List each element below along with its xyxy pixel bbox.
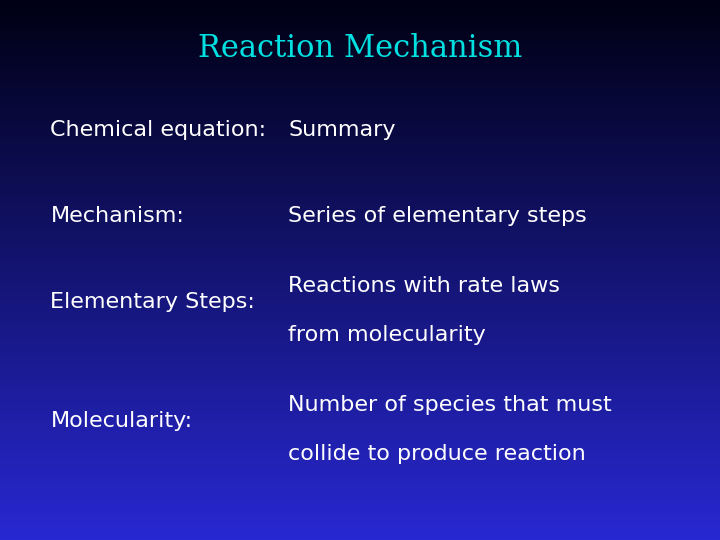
- Text: Number of species that must: Number of species that must: [288, 395, 612, 415]
- Text: Reactions with rate laws: Reactions with rate laws: [288, 276, 560, 296]
- Text: collide to produce reaction: collide to produce reaction: [288, 443, 586, 464]
- Text: Mechanism:: Mechanism:: [50, 206, 184, 226]
- Text: Series of elementary steps: Series of elementary steps: [288, 206, 587, 226]
- Text: Summary: Summary: [288, 119, 395, 140]
- Text: from molecularity: from molecularity: [288, 325, 486, 345]
- Text: Chemical equation:: Chemical equation:: [50, 119, 266, 140]
- Text: Molecularity:: Molecularity:: [50, 411, 192, 431]
- Text: Reaction Mechanism: Reaction Mechanism: [198, 33, 522, 64]
- Text: Elementary Steps:: Elementary Steps:: [50, 292, 256, 313]
